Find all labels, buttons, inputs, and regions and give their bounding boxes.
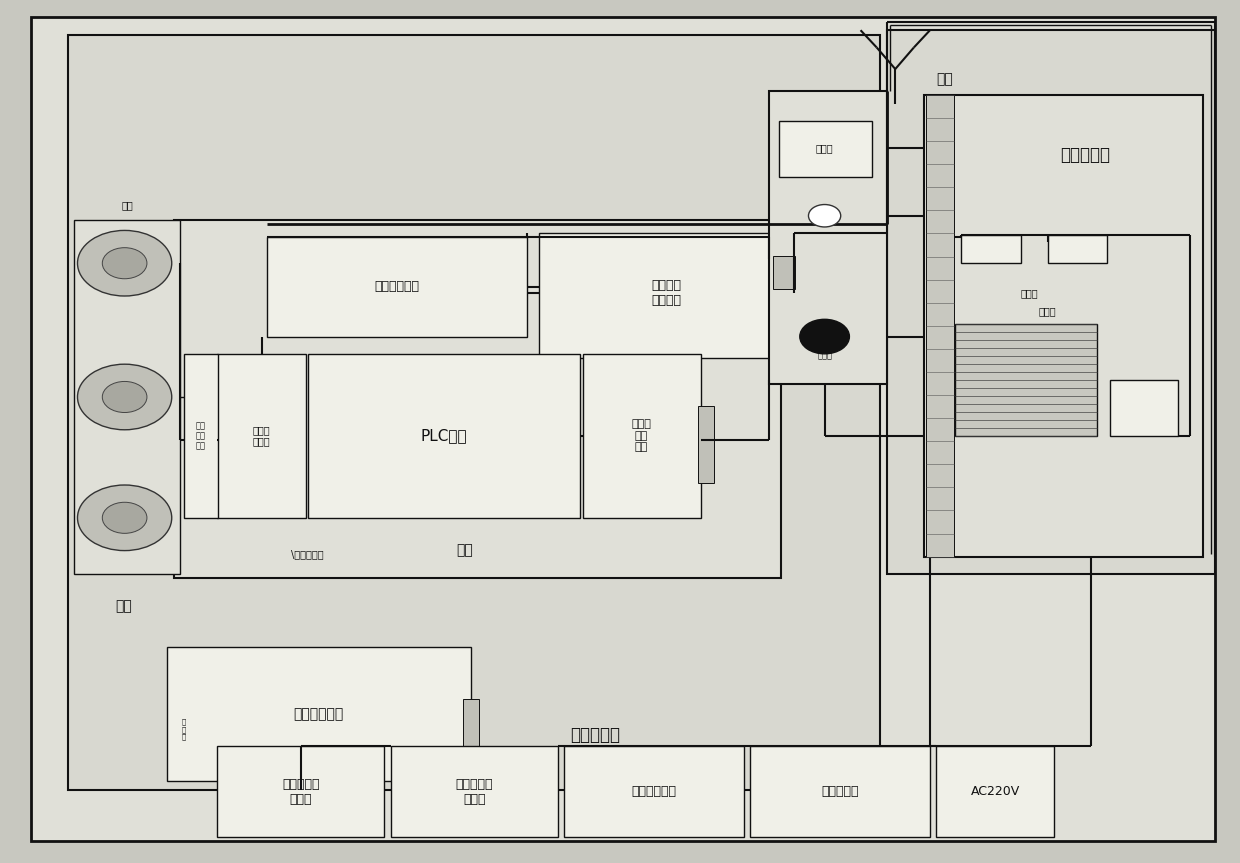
Bar bbox=[1048, 235, 1107, 263]
Bar bbox=[267, 237, 527, 337]
Text: 环境温湿度
传感器: 环境温湿度 传感器 bbox=[281, 778, 320, 806]
Text: PLC模块: PLC模块 bbox=[420, 428, 467, 444]
Text: 风机: 风机 bbox=[115, 599, 133, 613]
Text: 接线箱部分: 接线箱部分 bbox=[1060, 147, 1110, 164]
Bar bbox=[184, 354, 218, 518]
Text: 正极铁金属线: 正极铁金属线 bbox=[631, 785, 677, 798]
Circle shape bbox=[77, 230, 171, 296]
Text: 上
道
具: 上 道 具 bbox=[181, 718, 186, 740]
Text: 调制器: 调制器 bbox=[816, 143, 833, 154]
Circle shape bbox=[808, 205, 841, 227]
Bar bbox=[936, 746, 1054, 837]
Text: 控制器部分: 控制器部分 bbox=[570, 727, 620, 744]
Bar bbox=[217, 354, 306, 518]
Bar bbox=[539, 233, 794, 358]
Text: 人机界面模块: 人机界面模块 bbox=[294, 708, 343, 721]
Circle shape bbox=[77, 485, 171, 551]
Text: 风机
供电
单元: 风机 供电 单元 bbox=[196, 421, 206, 450]
Bar bbox=[773, 256, 795, 289]
Bar bbox=[463, 699, 479, 755]
Text: 物体温湿度
传感器: 物体温湿度 传感器 bbox=[455, 778, 494, 806]
Bar bbox=[926, 95, 954, 557]
Bar bbox=[174, 220, 781, 578]
Bar bbox=[961, 235, 1021, 263]
Circle shape bbox=[102, 502, 146, 533]
Bar bbox=[391, 746, 558, 837]
Text: 继电器: 继电器 bbox=[1039, 306, 1056, 316]
Bar bbox=[779, 121, 872, 177]
Bar bbox=[68, 35, 880, 790]
Bar bbox=[769, 91, 887, 384]
Text: 负载: 负载 bbox=[122, 200, 134, 211]
Text: \温度传感器: \温度传感器 bbox=[291, 549, 324, 559]
Bar bbox=[1110, 380, 1178, 436]
Bar bbox=[167, 647, 471, 781]
Circle shape bbox=[102, 248, 146, 279]
Bar bbox=[583, 354, 701, 518]
Text: 无线路
由器
模块: 无线路 由器 模块 bbox=[631, 419, 651, 452]
Circle shape bbox=[102, 381, 146, 413]
Bar bbox=[887, 30, 1215, 574]
Bar bbox=[308, 354, 580, 518]
Bar bbox=[750, 746, 930, 837]
Bar bbox=[924, 95, 1203, 557]
Text: 主机: 主机 bbox=[456, 544, 474, 557]
Text: AC220V: AC220V bbox=[971, 785, 1019, 798]
Bar bbox=[217, 746, 384, 837]
Bar bbox=[74, 220, 180, 574]
Text: 第二电
源模块: 第二电 源模块 bbox=[253, 425, 270, 447]
Bar bbox=[564, 746, 744, 837]
Bar bbox=[698, 406, 714, 483]
Text: 多波脉冲
输出电路: 多波脉冲 输出电路 bbox=[651, 280, 681, 307]
Text: 单板机: 单板机 bbox=[817, 351, 832, 360]
Text: 天线: 天线 bbox=[936, 72, 954, 86]
Circle shape bbox=[77, 364, 171, 430]
Circle shape bbox=[800, 319, 849, 354]
Text: 继电器: 继电器 bbox=[1021, 288, 1038, 299]
Text: 负极铁铜棒: 负极铁铜棒 bbox=[821, 785, 859, 798]
Bar bbox=[955, 324, 1097, 436]
Text: 第一电源模块: 第一电源模块 bbox=[374, 280, 419, 293]
